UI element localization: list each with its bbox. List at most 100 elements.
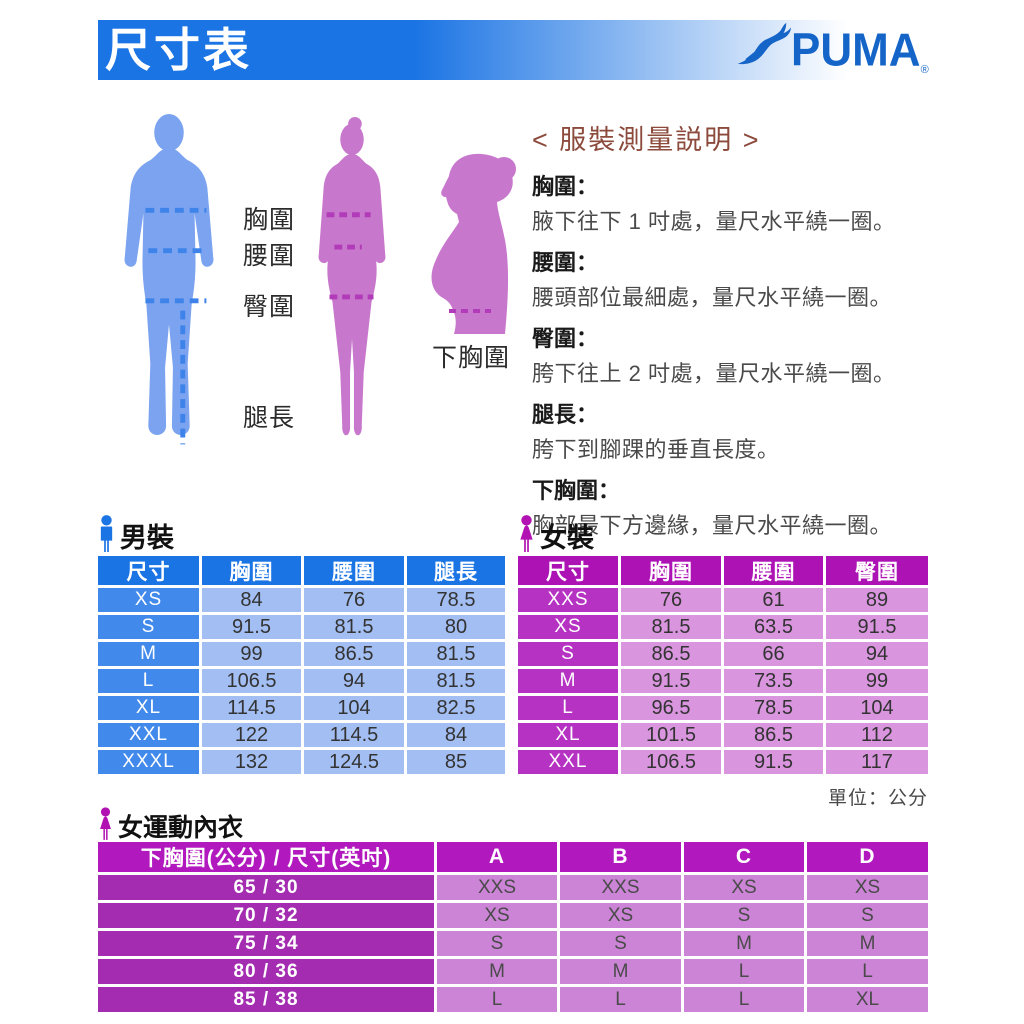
womens-chest-cell: 86.5 — [621, 642, 721, 666]
measurement-guide: < 服裝測量説明 > 胸圍： 腋下往下 1 吋處，量尺水平繞一圈。 腰圍： 腰頭… — [532, 118, 932, 549]
womens-waist-cell: 78.5 — [724, 696, 823, 720]
womens-waist-cell: 73.5 — [724, 669, 823, 693]
registered-mark: ® — [920, 64, 929, 76]
bra-cup-a-cell: XXS — [437, 875, 557, 900]
mens-section-label: 男裝 — [98, 514, 174, 554]
bra-column-header: B — [560, 842, 681, 872]
mens-column-header: 腰圍 — [304, 556, 404, 585]
female-person-icon — [520, 515, 533, 552]
brand-wordmark: PUMA — [791, 24, 921, 77]
bra-cup-a-cell: XS — [437, 903, 557, 928]
female-body-figure — [318, 116, 386, 436]
leg-length-label: 腿長 — [243, 404, 296, 432]
mens-chest-cell: 84 — [202, 588, 301, 612]
bra-cup-d-cell: M — [807, 931, 928, 956]
bra-cup-d-cell: L — [807, 959, 928, 984]
bra-cup-a-cell: M — [437, 959, 557, 984]
bra-cup-c-cell: XS — [684, 875, 804, 900]
womens-size-cell: XS — [518, 615, 618, 639]
womens-waist-cell: 86.5 — [724, 723, 823, 747]
mens-chest-cell: 114.5 — [202, 696, 301, 720]
mens-size-cell: XL — [98, 696, 199, 720]
mens-leg-cell: 85 — [407, 750, 505, 774]
bra-cup-a-cell: S — [437, 931, 557, 956]
bra-underbust-cell: 70 / 32 — [98, 903, 434, 928]
guide-description: 胸部最下方邊緣，量尺水平繞一圈。 — [532, 513, 893, 538]
mens-column-header: 腿長 — [407, 556, 505, 585]
guide-title: < 服裝測量説明 > — [532, 125, 761, 155]
womens-column-header: 尺寸 — [518, 556, 618, 585]
womens-size-cell: M — [518, 669, 618, 693]
guide-item: 腰圍： 腰頭部位最細處，量尺水平繞一圈。 — [532, 245, 932, 312]
bra-cup-c-cell: L — [684, 959, 804, 984]
bra-section-label: 女運動內衣 — [98, 806, 243, 842]
mens-leg-cell: 84 — [407, 723, 505, 747]
womens-hip-cell: 89 — [826, 588, 928, 612]
page-title: 尺寸表 — [105, 24, 252, 76]
male-person-icon — [100, 515, 113, 552]
mens-size-table: 尺寸 胸圍 腰圍 腿長 XS 84 76 78.5 S 91.5 81.5 80 — [98, 556, 505, 774]
guide-description: 腰頭部位最細處，量尺水平繞一圈。 — [532, 285, 893, 310]
bra-cup-c-cell: L — [684, 987, 804, 1012]
bra-column-header: A — [437, 842, 557, 872]
guide-term: 臀圍： — [532, 326, 599, 351]
womens-size-cell: XXL — [518, 750, 618, 774]
guide-item: 腿長： 胯下到腳踝的垂直長度。 — [532, 397, 932, 464]
mens-leg-cell: 81.5 — [407, 669, 505, 693]
womens-size-cell: XXS — [518, 588, 618, 612]
guide-item: 下胸圍： 胸部最下方邊緣，量尺水平繞一圈。 — [532, 473, 932, 540]
womens-size-cell: S — [518, 642, 618, 666]
guide-description: 胯下往上 2 吋處，量尺水平繞一圈。 — [532, 361, 896, 386]
bra-section-title: 女運動內衣 — [118, 813, 244, 842]
womens-waist-cell: 66 — [724, 642, 823, 666]
bra-cup-d-cell: XS — [807, 875, 928, 900]
guide-term: 下胸圍： — [532, 478, 621, 503]
female-measure-dashes — [326, 212, 374, 300]
bra-cup-b-cell: XXS — [560, 875, 681, 900]
mens-column-header: 尺寸 — [98, 556, 199, 585]
guide-description: 腋下往下 1 吋處，量尺水平繞一圈。 — [532, 209, 896, 234]
mens-size-cell: S — [98, 615, 199, 639]
womens-waist-cell: 91.5 — [724, 750, 823, 774]
bra-cup-b-cell: M — [560, 959, 681, 984]
mens-leg-cell: 78.5 — [407, 588, 505, 612]
womens-hip-cell: 104 — [826, 696, 928, 720]
waist-label: 腰圍 — [243, 242, 296, 270]
bra-column-header: C — [684, 842, 804, 872]
mens-chest-cell: 91.5 — [202, 615, 301, 639]
bra-cup-d-cell: XL — [807, 987, 928, 1012]
womens-chest-cell: 101.5 — [621, 723, 721, 747]
chest-label: 胸圍 — [243, 206, 296, 234]
mens-size-cell: XXXL — [98, 750, 199, 774]
bra-cup-b-cell: XS — [560, 903, 681, 928]
womens-size-cell: XL — [518, 723, 618, 747]
bra-cup-b-cell: S — [560, 931, 681, 956]
male-body-figure — [124, 113, 214, 445]
womens-column-header: 腰圍 — [724, 556, 823, 585]
womens-hip-cell: 91.5 — [826, 615, 928, 639]
womens-size-table: 尺寸 胸圍 腰圍 臀圍 XXS 76 61 89 XS 81.5 63.5 91.5 — [518, 556, 928, 774]
mens-size-cell: L — [98, 669, 199, 693]
bra-underbust-cell: 75 / 34 — [98, 931, 434, 956]
mens-waist-cell: 86.5 — [304, 642, 404, 666]
womens-column-header: 胸圍 — [621, 556, 721, 585]
bra-underbust-cell: 65 / 30 — [98, 875, 434, 900]
mens-leg-cell: 80 — [407, 615, 505, 639]
bra-cup-a-cell: L — [437, 987, 557, 1012]
womens-column-header: 臀圍 — [826, 556, 928, 585]
hip-label: 臀圍 — [243, 293, 296, 321]
guide-list: 胸圍： 腋下往下 1 吋處，量尺水平繞一圈。 腰圍： 腰頭部位最細處，量尺水平繞… — [532, 169, 932, 540]
underbust-label: 下胸圍 — [432, 344, 511, 372]
guide-description: 胯下到腳踝的垂直長度。 — [532, 437, 780, 462]
womens-hip-cell: 99 — [826, 669, 928, 693]
womens-size-cell: L — [518, 696, 618, 720]
mens-size-cell: M — [98, 642, 199, 666]
womens-hip-cell: 94 — [826, 642, 928, 666]
womens-waist-cell: 63.5 — [724, 615, 823, 639]
mens-chest-cell: 132 — [202, 750, 301, 774]
mens-waist-cell: 94 — [304, 669, 404, 693]
guide-term: 腿長： — [532, 402, 599, 427]
womens-hip-cell: 112 — [826, 723, 928, 747]
mens-column-header: 胸圍 — [202, 556, 301, 585]
womens-chest-cell: 106.5 — [621, 750, 721, 774]
